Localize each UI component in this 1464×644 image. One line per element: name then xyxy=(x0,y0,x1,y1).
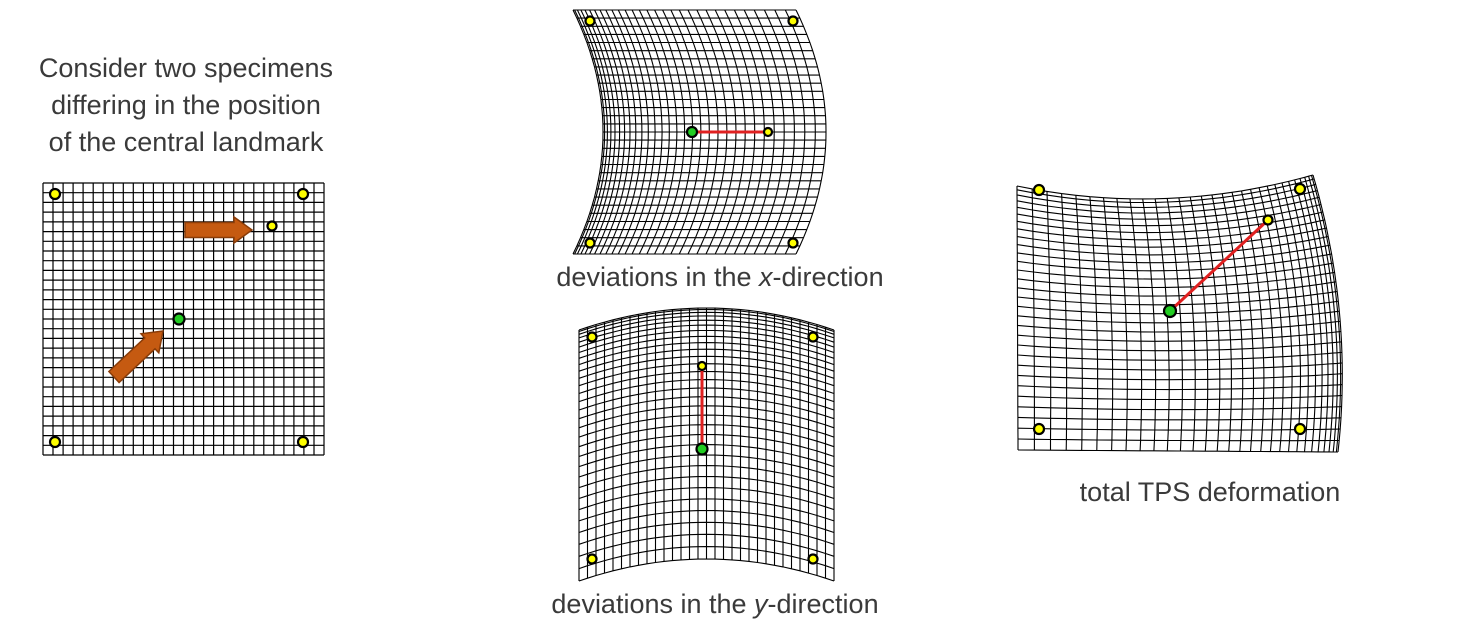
landmark-fixed xyxy=(1293,182,1307,196)
grid-line xyxy=(1299,178,1329,452)
landmark-fixed xyxy=(586,553,598,565)
landmark-fixed xyxy=(787,237,799,249)
grid-line xyxy=(1017,406,1342,411)
grid-line xyxy=(1116,198,1128,451)
landmark-fixed xyxy=(584,237,596,249)
landmark-center xyxy=(695,442,709,456)
grid-line xyxy=(1102,197,1114,451)
grid-line xyxy=(1154,198,1170,451)
grid-line xyxy=(1017,416,1342,421)
total-deformation-grid xyxy=(1016,174,1343,453)
landmark-target xyxy=(1262,214,1274,226)
reference-grid xyxy=(42,182,325,456)
landmark-fixed xyxy=(787,15,799,27)
displacement-line xyxy=(1168,218,1270,313)
landmark-fixed xyxy=(1032,422,1046,436)
landmark-fixed xyxy=(296,435,310,449)
landmark-overlays xyxy=(48,15,1307,565)
grid-line xyxy=(1017,438,1340,442)
grid-line xyxy=(1089,196,1099,451)
grid-line xyxy=(753,9,785,255)
grid-line xyxy=(1046,191,1052,451)
grid-line xyxy=(1031,188,1035,451)
intro-line-3: of the central landmark xyxy=(48,127,324,157)
grid-line xyxy=(1200,195,1221,452)
grid-line xyxy=(578,546,835,570)
grid-line xyxy=(1075,195,1083,451)
grid-line xyxy=(578,558,835,582)
caption-y-prefix: deviations in the xyxy=(551,589,755,619)
caption-total-tps: total TPS deformation xyxy=(1079,477,1341,507)
grid-line xyxy=(1189,196,1209,452)
diagonal-arrow xyxy=(107,330,164,384)
grid-line xyxy=(1061,193,1068,451)
grid-line xyxy=(1129,198,1143,451)
grid-line xyxy=(1312,174,1343,453)
landmark-fixed xyxy=(48,187,62,201)
grid-line xyxy=(1142,198,1157,451)
landmark-target xyxy=(762,126,774,138)
landmark-fixed xyxy=(584,15,596,27)
landmark-target xyxy=(696,360,708,372)
grid-line xyxy=(1310,175,1342,453)
grid-line xyxy=(1308,176,1338,453)
landmark-fixed xyxy=(807,553,819,565)
landmark-target xyxy=(266,220,278,232)
caption-y-axis: y xyxy=(754,589,768,619)
grid-line xyxy=(1017,427,1341,431)
caption-x-prefix: deviations in the xyxy=(556,262,760,292)
intro-line-2: differing in the position xyxy=(51,90,321,120)
grid-line xyxy=(578,521,835,545)
intro-line-1: Consider two specimens xyxy=(38,53,334,83)
horizontal-arrow xyxy=(184,215,254,245)
landmark-fixed xyxy=(296,187,310,201)
grid-line xyxy=(784,9,816,255)
caption-y-direction: deviations in the y-direction xyxy=(495,586,935,623)
grid-line xyxy=(572,9,604,255)
landmark-fixed xyxy=(48,435,62,449)
x-deformation-grid xyxy=(572,9,827,255)
intro-text: Consider two specimens differing in the … xyxy=(0,50,372,161)
landmark-fixed xyxy=(1293,422,1307,436)
grid-line xyxy=(578,509,835,534)
landmark-center xyxy=(1162,303,1178,319)
grid-line xyxy=(578,498,835,522)
grid-line xyxy=(795,9,827,255)
grid-line xyxy=(1016,186,1019,450)
grid-line xyxy=(1017,449,1338,453)
grid-line xyxy=(1017,394,1343,401)
landmark-center xyxy=(685,125,699,139)
grid-line xyxy=(1211,194,1232,452)
landmark-fixed xyxy=(807,331,819,343)
caption-x-suffix: -direction xyxy=(772,262,884,292)
grid-line xyxy=(774,9,806,255)
caption-x-direction: deviations in the x-direction xyxy=(500,259,940,296)
landmark-center xyxy=(172,312,186,326)
grid-line xyxy=(763,9,795,255)
landmark-fixed xyxy=(1032,183,1046,197)
caption-x-axis: x xyxy=(759,262,773,292)
grid-line xyxy=(1166,198,1183,452)
landmark-fixed xyxy=(586,331,598,343)
caption-y-suffix: -direction xyxy=(767,589,879,619)
grid-line xyxy=(1304,177,1334,452)
grid-line xyxy=(578,533,835,557)
